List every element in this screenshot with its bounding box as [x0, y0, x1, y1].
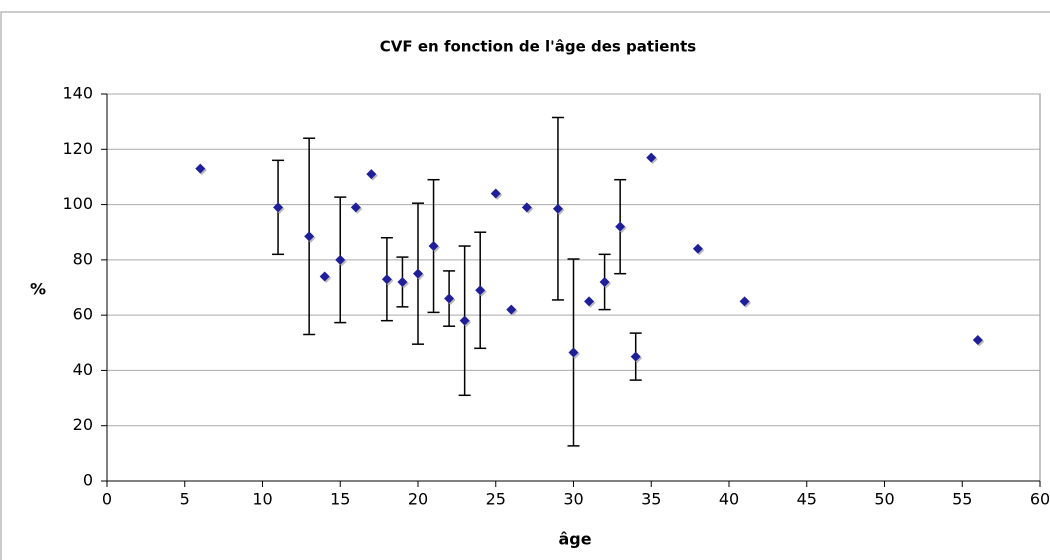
marker — [428, 241, 439, 252]
marker — [475, 285, 486, 296]
x-tick-label: 0 — [102, 490, 112, 509]
x-tick-label: 50 — [874, 490, 894, 509]
y-axis-title: % — [30, 280, 46, 299]
marker — [646, 152, 657, 163]
x-tick-label: 25 — [486, 490, 506, 509]
x-tick-label: 20 — [408, 490, 428, 509]
x-tick-label: 35 — [641, 490, 661, 509]
marker — [304, 231, 315, 242]
marker — [335, 254, 346, 265]
marker — [599, 276, 610, 287]
y-tick-label: 140 — [62, 84, 93, 103]
marker — [381, 274, 392, 285]
marker — [568, 347, 579, 358]
marker — [490, 188, 501, 199]
x-tick-label: 60 — [1030, 490, 1050, 509]
marker — [692, 243, 703, 254]
marker — [413, 268, 423, 279]
x-tick-label: 40 — [719, 490, 739, 509]
x-tick-label: 15 — [330, 490, 350, 509]
x-tick-label: 5 — [180, 490, 190, 509]
y-tick-label: 80 — [73, 249, 93, 268]
y-tick-label: 40 — [73, 360, 93, 379]
marker — [615, 221, 626, 232]
marker — [739, 296, 750, 307]
marker — [506, 304, 517, 315]
y-tick-label: 120 — [62, 139, 93, 158]
y-tick-label: 60 — [73, 305, 93, 324]
marker — [972, 335, 983, 346]
x-tick-label: 30 — [563, 490, 583, 509]
marker — [552, 203, 563, 214]
y-tick-label: 0 — [83, 471, 93, 490]
marker — [273, 202, 284, 213]
marker — [444, 293, 455, 304]
marker — [397, 276, 408, 287]
marker — [319, 271, 330, 282]
marker — [366, 169, 377, 180]
y-tick-label: 20 — [73, 415, 93, 434]
marker — [584, 296, 595, 307]
marker — [195, 163, 206, 174]
x-tick-label: 10 — [252, 490, 272, 509]
marker — [521, 202, 532, 213]
x-axis-title: âge — [558, 530, 591, 549]
x-tick-label: 55 — [952, 490, 972, 509]
marker — [630, 351, 641, 362]
marker — [350, 202, 361, 213]
marker — [459, 315, 470, 326]
y-tick-label: 100 — [62, 194, 93, 213]
chart-title: CVF en fonction de l'âge des patients — [380, 38, 696, 56]
x-tick-label: 45 — [797, 490, 817, 509]
